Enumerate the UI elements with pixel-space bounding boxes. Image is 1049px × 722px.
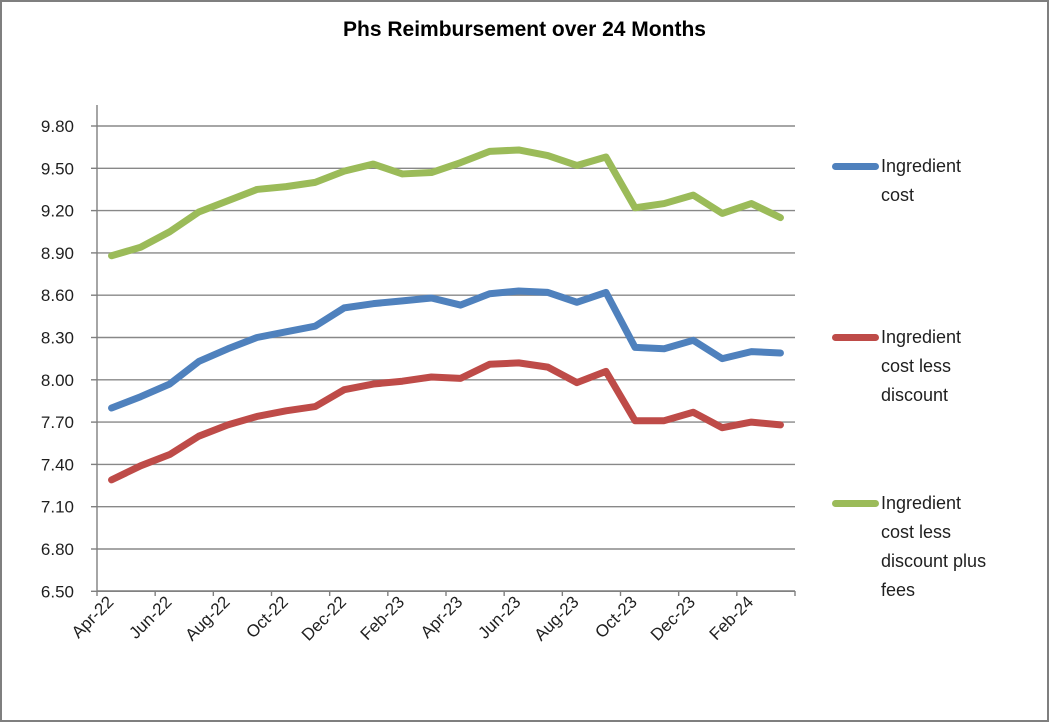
- x-axis-label: Jun-23: [474, 592, 524, 642]
- y-axis-label: 7.10: [41, 498, 74, 517]
- y-axis-label: 7.40: [41, 455, 74, 474]
- x-axis-label: Feb-24: [706, 592, 758, 644]
- y-axis-label: 8.30: [41, 329, 74, 348]
- x-axis-label: Apr-22: [68, 592, 118, 642]
- y-axis-label: 8.90: [41, 244, 74, 263]
- x-axis-label: Feb-23: [357, 592, 409, 644]
- x-axis-label: Dec-23: [647, 592, 699, 644]
- y-axis-label: 6.80: [41, 540, 74, 559]
- y-axis-label: 8.60: [41, 286, 74, 305]
- x-axis-label: Aug-22: [181, 592, 233, 644]
- series-line-ingredient-cost: [108, 287, 784, 412]
- x-axis-label: Jun-22: [125, 592, 175, 642]
- x-axis-label: Aug-23: [530, 592, 582, 644]
- x-axis-label: Oct-23: [591, 592, 641, 642]
- series-line-ingredient-cost-less-discount-plus-fees: [108, 146, 784, 260]
- y-axis-label: 9.80: [41, 117, 74, 136]
- y-axis-label: 9.20: [41, 202, 74, 221]
- series-line-ingredient-cost-less-discount: [108, 359, 784, 484]
- y-axis-label: 9.50: [41, 159, 74, 178]
- y-axis-label: 6.50: [41, 582, 74, 601]
- x-axis-label: Dec-22: [298, 592, 350, 644]
- chart-title: Phs Reimbursement over 24 Months: [343, 18, 706, 41]
- x-axis-label: Apr-23: [417, 592, 467, 642]
- y-axis-label: 7.70: [41, 413, 74, 432]
- x-axis-label: Oct-22: [242, 592, 292, 642]
- y-axis-label: 8.00: [41, 371, 74, 390]
